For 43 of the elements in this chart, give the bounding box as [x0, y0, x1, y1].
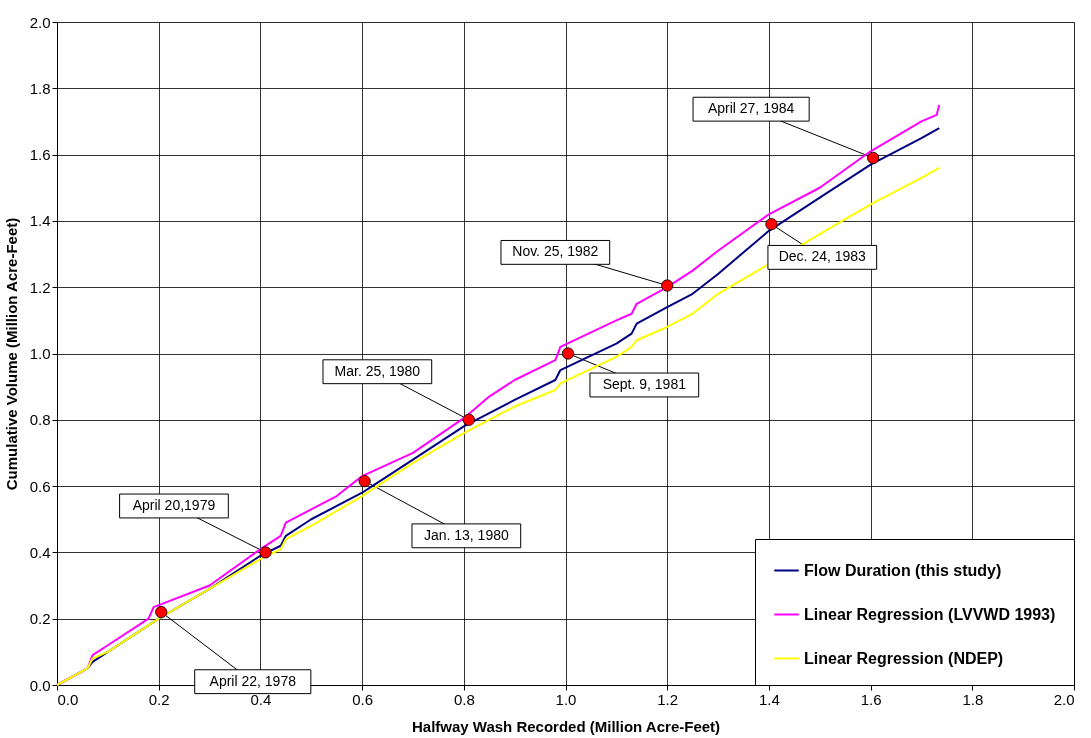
- y-tick-label: 2.0: [29, 13, 51, 31]
- y-tick-label: 1.6: [29, 146, 51, 164]
- y-tick-label: 0.0: [29, 676, 51, 694]
- y-tick-label: 1.4: [29, 212, 51, 230]
- annotation: April 20,1979: [132, 496, 216, 513]
- x-tick-label: 1.2: [657, 690, 679, 708]
- point: [462, 413, 475, 426]
- x-axis-title: Halfway Wash Recorded (Million Acre-Feet): [411, 717, 721, 735]
- annotation: April 22, 1978: [209, 672, 297, 689]
- legend-label: Flow Duration (this study): [804, 561, 1002, 579]
- x-tick-label: 1.6: [860, 690, 882, 708]
- point: [867, 151, 880, 164]
- y-tick-label: 1.2: [29, 278, 51, 296]
- legend-label: Linear Regression (NDEP): [804, 649, 1004, 667]
- legend-label: Linear Regression (LVVWD 1993): [804, 605, 1056, 623]
- annotation: Jan. 13, 1980: [423, 526, 509, 543]
- point: [561, 347, 575, 360]
- y-axis-title: Cumulative Volume (Million Acre-Feet): [2, 217, 20, 491]
- x-tick-label: 0.2: [148, 690, 170, 708]
- annotation: Nov. 25, 1982: [512, 243, 599, 260]
- annotation: Mar. 25, 1980: [334, 362, 421, 379]
- y-tick-label: 0.4: [29, 543, 51, 561]
- point: [358, 475, 371, 488]
- x-tick-label: 0.6: [352, 690, 374, 708]
- point: [259, 546, 272, 559]
- annotation: Sept. 9, 1981: [602, 375, 687, 392]
- y-tick-label: 0.8: [29, 411, 51, 429]
- y-tick-label: 0.6: [29, 477, 51, 495]
- x-tick-label: 2.0: [1053, 690, 1075, 708]
- x-tick-label: 0.8: [453, 690, 475, 708]
- annotation: Dec. 24, 1983: [778, 248, 867, 265]
- point: [661, 279, 674, 292]
- y-tick-label: 1.8: [29, 79, 51, 97]
- point: [765, 218, 778, 231]
- x-tick-label: 1.4: [758, 690, 780, 708]
- y-tick-label: 0.2: [29, 610, 51, 628]
- point: [155, 605, 168, 619]
- y-tick-label: 1.0: [29, 345, 51, 362]
- x-tick-label: 0.0: [57, 690, 79, 708]
- x-tick-label: 1.8: [962, 690, 984, 708]
- x-tick-label: 1.0: [555, 690, 577, 708]
- x-tick-label: 0.4: [250, 690, 272, 708]
- annotation: April 27, 1984: [707, 100, 795, 117]
